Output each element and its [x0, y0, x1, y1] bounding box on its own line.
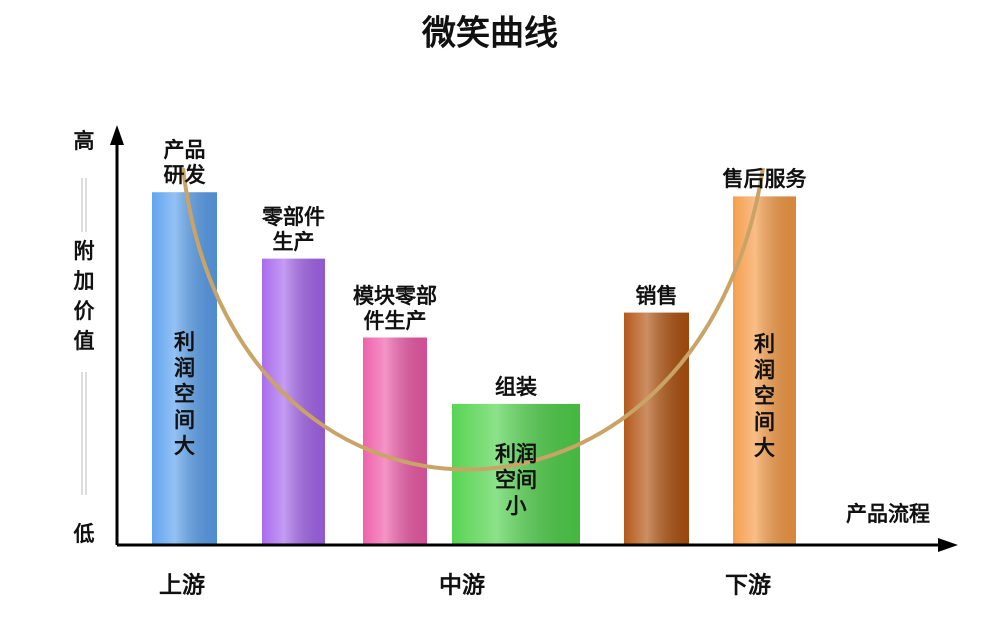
stage-label: 中游 — [439, 572, 485, 599]
bar-label: 销售 — [635, 283, 678, 308]
bar-shine — [733, 196, 796, 545]
stage-label: 下游 — [725, 572, 771, 599]
bar-shine — [152, 192, 217, 545]
bar-label: 组装 — [495, 374, 537, 399]
smile-curve — [181, 167, 765, 472]
x-arrow — [938, 538, 958, 552]
bar-note: 利润空间大 — [754, 331, 775, 460]
stage-label: 上游 — [159, 572, 205, 599]
y-axis-label: 附加价值 — [73, 239, 95, 353]
chart-title: 微笑曲线 — [421, 14, 558, 54]
bar-label: 产品研发 — [163, 138, 206, 188]
bar-label: 零部件生产 — [262, 204, 325, 254]
bar-note: 利润空间小 — [495, 442, 537, 518]
bar-label: 模块零部件生产 — [353, 283, 437, 333]
bar-shine — [624, 312, 689, 545]
bar-shine — [452, 403, 580, 545]
bar-note: 利润空间大 — [174, 329, 195, 458]
y-axis-top: 高 — [74, 129, 95, 153]
x-axis-label: 产品流程 — [846, 502, 930, 526]
y-axis-bottom: 低 — [73, 522, 95, 546]
y-arrow — [110, 125, 124, 145]
bar-shine — [363, 337, 427, 545]
bar-label: 售后服务 — [722, 167, 807, 192]
